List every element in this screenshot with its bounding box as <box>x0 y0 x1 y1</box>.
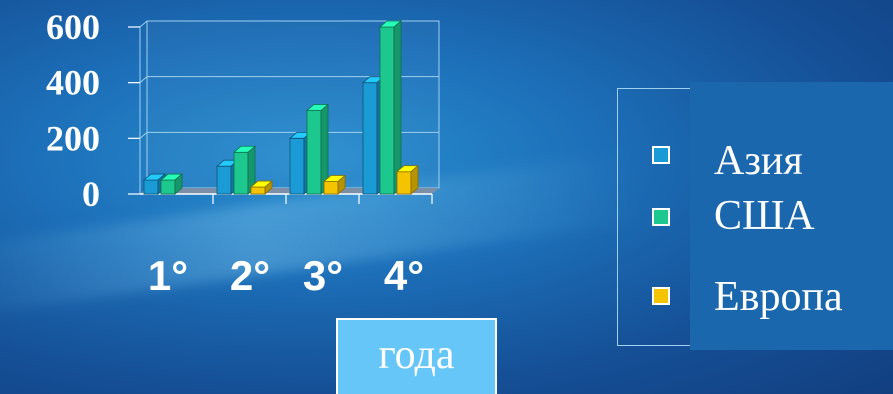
bar-front <box>160 179 176 195</box>
legend-swatch-asia <box>652 146 670 164</box>
bar-front <box>143 179 159 195</box>
bar-side <box>337 174 346 195</box>
bar-side <box>393 20 402 195</box>
bar-front <box>289 137 305 195</box>
x-category-label: 3° <box>303 252 343 299</box>
bar-front <box>362 82 378 195</box>
bar-front <box>233 151 249 195</box>
legend-panel <box>690 82 893 350</box>
bar-side <box>264 180 273 195</box>
bar-front <box>306 110 322 195</box>
legend-swatch-europe <box>652 287 670 305</box>
legend-border <box>617 88 691 346</box>
y-tick-label: 0 <box>82 174 100 214</box>
bar-front <box>250 186 266 195</box>
y-tick-label: 600 <box>46 7 100 47</box>
bar-front <box>216 165 232 195</box>
y-tick-label: 200 <box>46 118 100 158</box>
x-axis-title: года <box>336 318 497 394</box>
bar-side <box>174 173 183 195</box>
bar-front <box>396 171 412 195</box>
bar-front <box>323 181 339 195</box>
legend-label-asia: Азия <box>714 138 803 184</box>
legend-swatch-usa <box>652 208 670 226</box>
x-category-label: 1° <box>148 252 188 299</box>
x-category-label: 4° <box>384 252 424 299</box>
legend-label-usa: США <box>714 193 815 239</box>
y-tick-label: 400 <box>46 63 100 103</box>
legend-label-europe: Европа <box>714 274 843 320</box>
gridline-corner <box>139 131 148 139</box>
bar-side <box>410 164 419 195</box>
gridline-corner <box>139 20 148 28</box>
bar-front <box>379 26 395 195</box>
gridline-corner <box>139 76 148 84</box>
x-category-label: 2° <box>230 252 270 299</box>
